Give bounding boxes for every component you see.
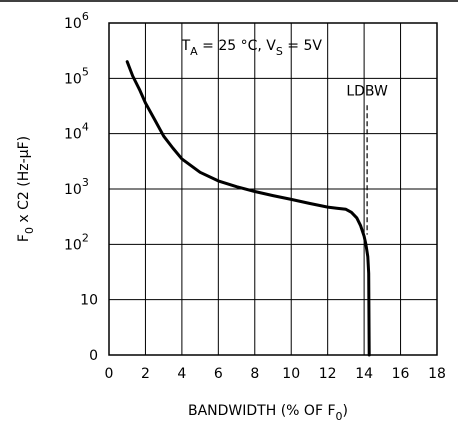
series-group xyxy=(125,60,371,357)
x-tick-label: 18 xyxy=(428,366,446,382)
annotations: LDBW xyxy=(346,83,388,235)
y-axis-title: F0 x C2 (Hz-µF) xyxy=(16,136,36,242)
x-tick-label: 10 xyxy=(282,366,300,382)
y-tick-label: 102 xyxy=(64,231,89,253)
x-tick-label: 2 xyxy=(141,366,150,382)
y-tick-label: 105 xyxy=(64,65,89,87)
x-tick-label: 4 xyxy=(177,366,186,382)
y-tick-label: 104 xyxy=(64,121,89,143)
x-tick-label: 8 xyxy=(250,366,259,382)
plot-frame xyxy=(108,22,438,356)
x-tick-label: 16 xyxy=(392,366,410,382)
tick-labels: 0 2 4 6 8 10 12 14 16 18 0 10 102 103 104 105 106 xyxy=(64,10,446,382)
y-tick-label: 0 xyxy=(89,348,98,364)
x-axis-title: BANDWIDTH (% OF F0) xyxy=(188,403,348,423)
condition-label: TA = 25 °C, VS = 5V xyxy=(181,38,323,58)
x-tick-label: 14 xyxy=(355,366,373,382)
y-tick-label: 10 xyxy=(80,293,98,309)
x-tick-label: 0 xyxy=(105,366,114,382)
ldbw-label: LDBW xyxy=(346,83,388,99)
y-tick-label: 106 xyxy=(64,10,89,32)
y-tick-label: 103 xyxy=(64,176,89,198)
series-line xyxy=(125,60,371,357)
x-tick-label: 12 xyxy=(319,366,337,382)
x-tick-label: 6 xyxy=(214,366,223,382)
grid xyxy=(109,23,437,355)
